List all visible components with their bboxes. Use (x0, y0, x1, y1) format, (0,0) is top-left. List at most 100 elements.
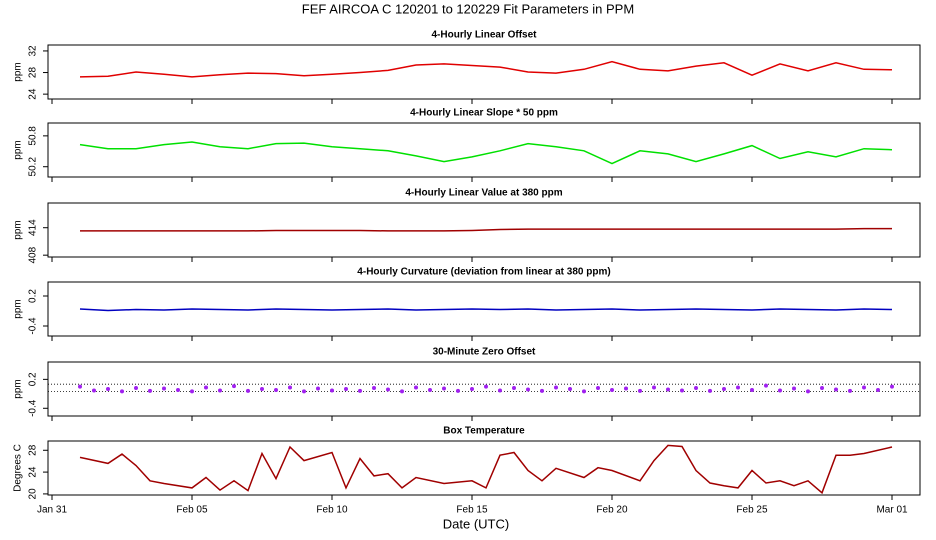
y-tick-label: 24 (28, 88, 39, 100)
y-tick-label: 32 (28, 45, 39, 57)
data-point (806, 389, 810, 394)
x-tick-label: Feb 05 (176, 505, 208, 516)
panel-title: 4-Hourly Linear Value at 380 ppm (405, 188, 562, 199)
x-tick-label: Feb 10 (316, 505, 348, 516)
data-point (876, 387, 880, 392)
data-point (372, 386, 376, 391)
data-point (484, 384, 488, 389)
data-point (890, 384, 894, 389)
data-line (79, 141, 893, 165)
data-line (79, 308, 893, 312)
data-point (246, 388, 250, 393)
data-point (134, 386, 138, 391)
x-axis-label: Date (UTC) (443, 516, 509, 531)
plot-frame (47, 361, 921, 417)
plot-frame (47, 122, 921, 178)
data-point (820, 386, 824, 391)
data-point (288, 385, 292, 390)
data-point (666, 387, 670, 392)
data-point (512, 386, 516, 391)
data-point (764, 383, 768, 388)
y-tick-label: 414 (28, 219, 39, 236)
plot-frame (47, 440, 921, 496)
data-point (302, 389, 306, 394)
data-point (498, 388, 502, 393)
y-tick-label: -0.4 (28, 399, 39, 417)
y-axis-label: ppm (13, 379, 24, 398)
x-tick-label: Mar 01 (876, 505, 908, 516)
data-point (582, 389, 586, 394)
data-point (78, 384, 82, 389)
y-axis-label: Degrees C (13, 444, 24, 492)
data-line (79, 444, 893, 495)
data-point (274, 387, 278, 392)
panel-title: 4-Hourly Curvature (deviation from linea… (357, 267, 610, 278)
data-point (148, 388, 152, 393)
data-point (92, 388, 96, 393)
data-point (610, 387, 614, 392)
y-tick-label: 50.2 (28, 157, 39, 177)
data-point (330, 388, 334, 393)
data-line (80, 227, 892, 232)
y-tick-label: 50.8 (28, 126, 39, 146)
y-axis-label: ppm (13, 140, 24, 159)
data-point (162, 386, 166, 391)
data-point (736, 385, 740, 390)
data-point (778, 388, 782, 393)
plot-frame (47, 202, 921, 258)
data-point (106, 387, 110, 391)
data-point (652, 385, 656, 390)
x-tick-label: Jan 31 (37, 505, 67, 516)
data-point (386, 387, 390, 392)
data-point (526, 387, 530, 392)
data-point (316, 386, 320, 391)
x-tick-label: Feb 25 (736, 505, 768, 516)
data-point (190, 389, 194, 394)
data-point (568, 387, 572, 391)
data-point (792, 386, 796, 391)
data-point (862, 385, 866, 390)
data-point (708, 388, 712, 393)
y-axis-label: ppm (13, 62, 24, 81)
data-point (176, 387, 180, 392)
y-tick-label: 28 (28, 444, 39, 456)
chart-title: FEF AIRCOA C 120201 to 120229 Fit Parame… (302, 1, 634, 16)
data-point (540, 388, 544, 393)
plot-frame (47, 44, 921, 100)
data-point (456, 388, 460, 393)
data-point (694, 386, 698, 391)
data-point (596, 386, 600, 391)
data-point (638, 388, 642, 393)
data-line (79, 60, 893, 78)
data-point (834, 387, 838, 392)
panel-title: 4-Hourly Linear Offset (431, 30, 537, 41)
x-tick-label: Feb 20 (596, 505, 628, 516)
y-tick-label: -0.4 (28, 317, 39, 335)
y-tick-label: 24 (28, 466, 39, 478)
y-tick-label: 408 (28, 246, 39, 263)
y-axis-label: ppm (13, 299, 24, 318)
data-point (470, 387, 474, 391)
data-point (400, 389, 404, 394)
panel-title: Box Temperature (443, 426, 525, 437)
y-tick-label: 0.2 (28, 372, 39, 386)
x-tick-label: Feb 15 (456, 505, 488, 516)
data-point (680, 388, 684, 393)
y-tick-label: 28 (28, 67, 39, 79)
data-point (232, 384, 236, 389)
data-point (624, 386, 628, 391)
data-point (848, 388, 852, 393)
plot-frame (47, 281, 921, 337)
data-point (120, 389, 124, 394)
data-point (554, 385, 558, 390)
data-point (414, 385, 418, 390)
data-point (428, 387, 432, 392)
panel-title: 30-Minute Zero Offset (433, 347, 536, 358)
panel-title: 4-Hourly Linear Slope * 50 ppm (410, 108, 558, 119)
y-tick-label: 20 (28, 488, 39, 500)
data-point (204, 385, 208, 390)
y-tick-label: 0.2 (28, 289, 39, 303)
data-point (260, 387, 264, 391)
data-point (442, 386, 446, 391)
